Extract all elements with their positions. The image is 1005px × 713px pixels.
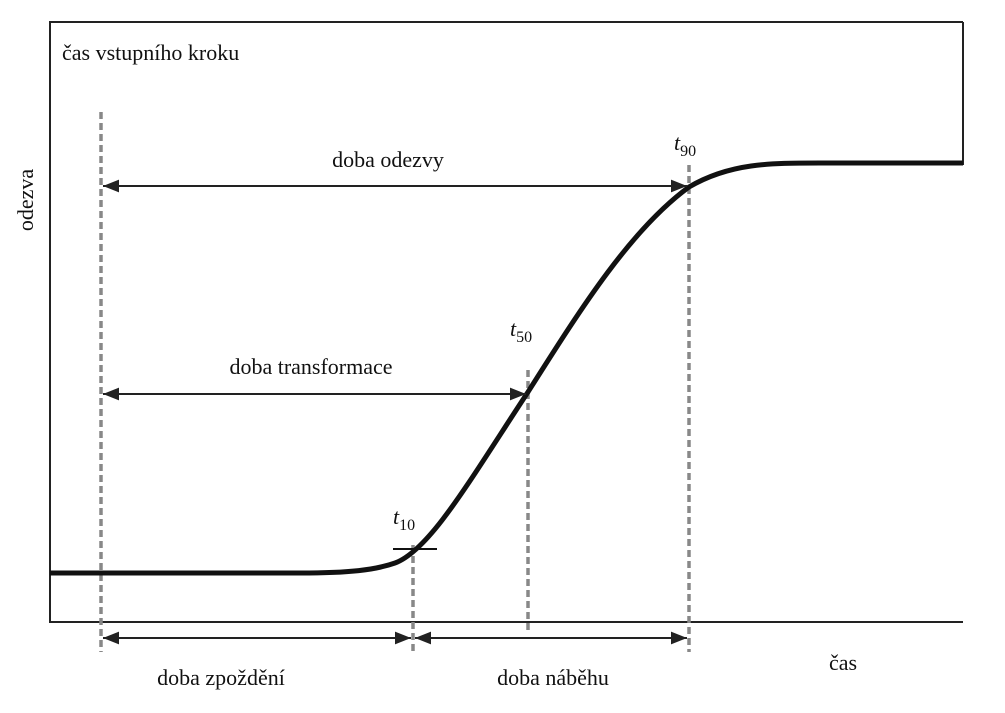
t90-label: t90 — [674, 130, 696, 160]
marker-sub: 90 — [680, 143, 696, 160]
delay-label: doba zpoždění — [157, 665, 285, 690]
frame — [49, 21, 963, 623]
transformation-label: doba transformace — [229, 354, 392, 379]
marker-base: t — [393, 504, 400, 529]
y-label: odezva — [13, 169, 38, 232]
marker-base: t — [674, 130, 681, 155]
response-curve — [50, 160, 963, 576]
response-label: doba odezvy — [332, 147, 444, 172]
x-label: čas — [829, 650, 857, 675]
marker-sub: 10 — [399, 517, 415, 534]
marker-sub: 50 — [516, 329, 532, 346]
rise-label: doba náběhu — [497, 665, 609, 690]
t10-label: t10 — [393, 504, 415, 534]
marker-base: t — [510, 316, 517, 341]
t50-label: t50 — [510, 316, 532, 346]
frame-label: čas vstupního kroku — [62, 40, 239, 65]
